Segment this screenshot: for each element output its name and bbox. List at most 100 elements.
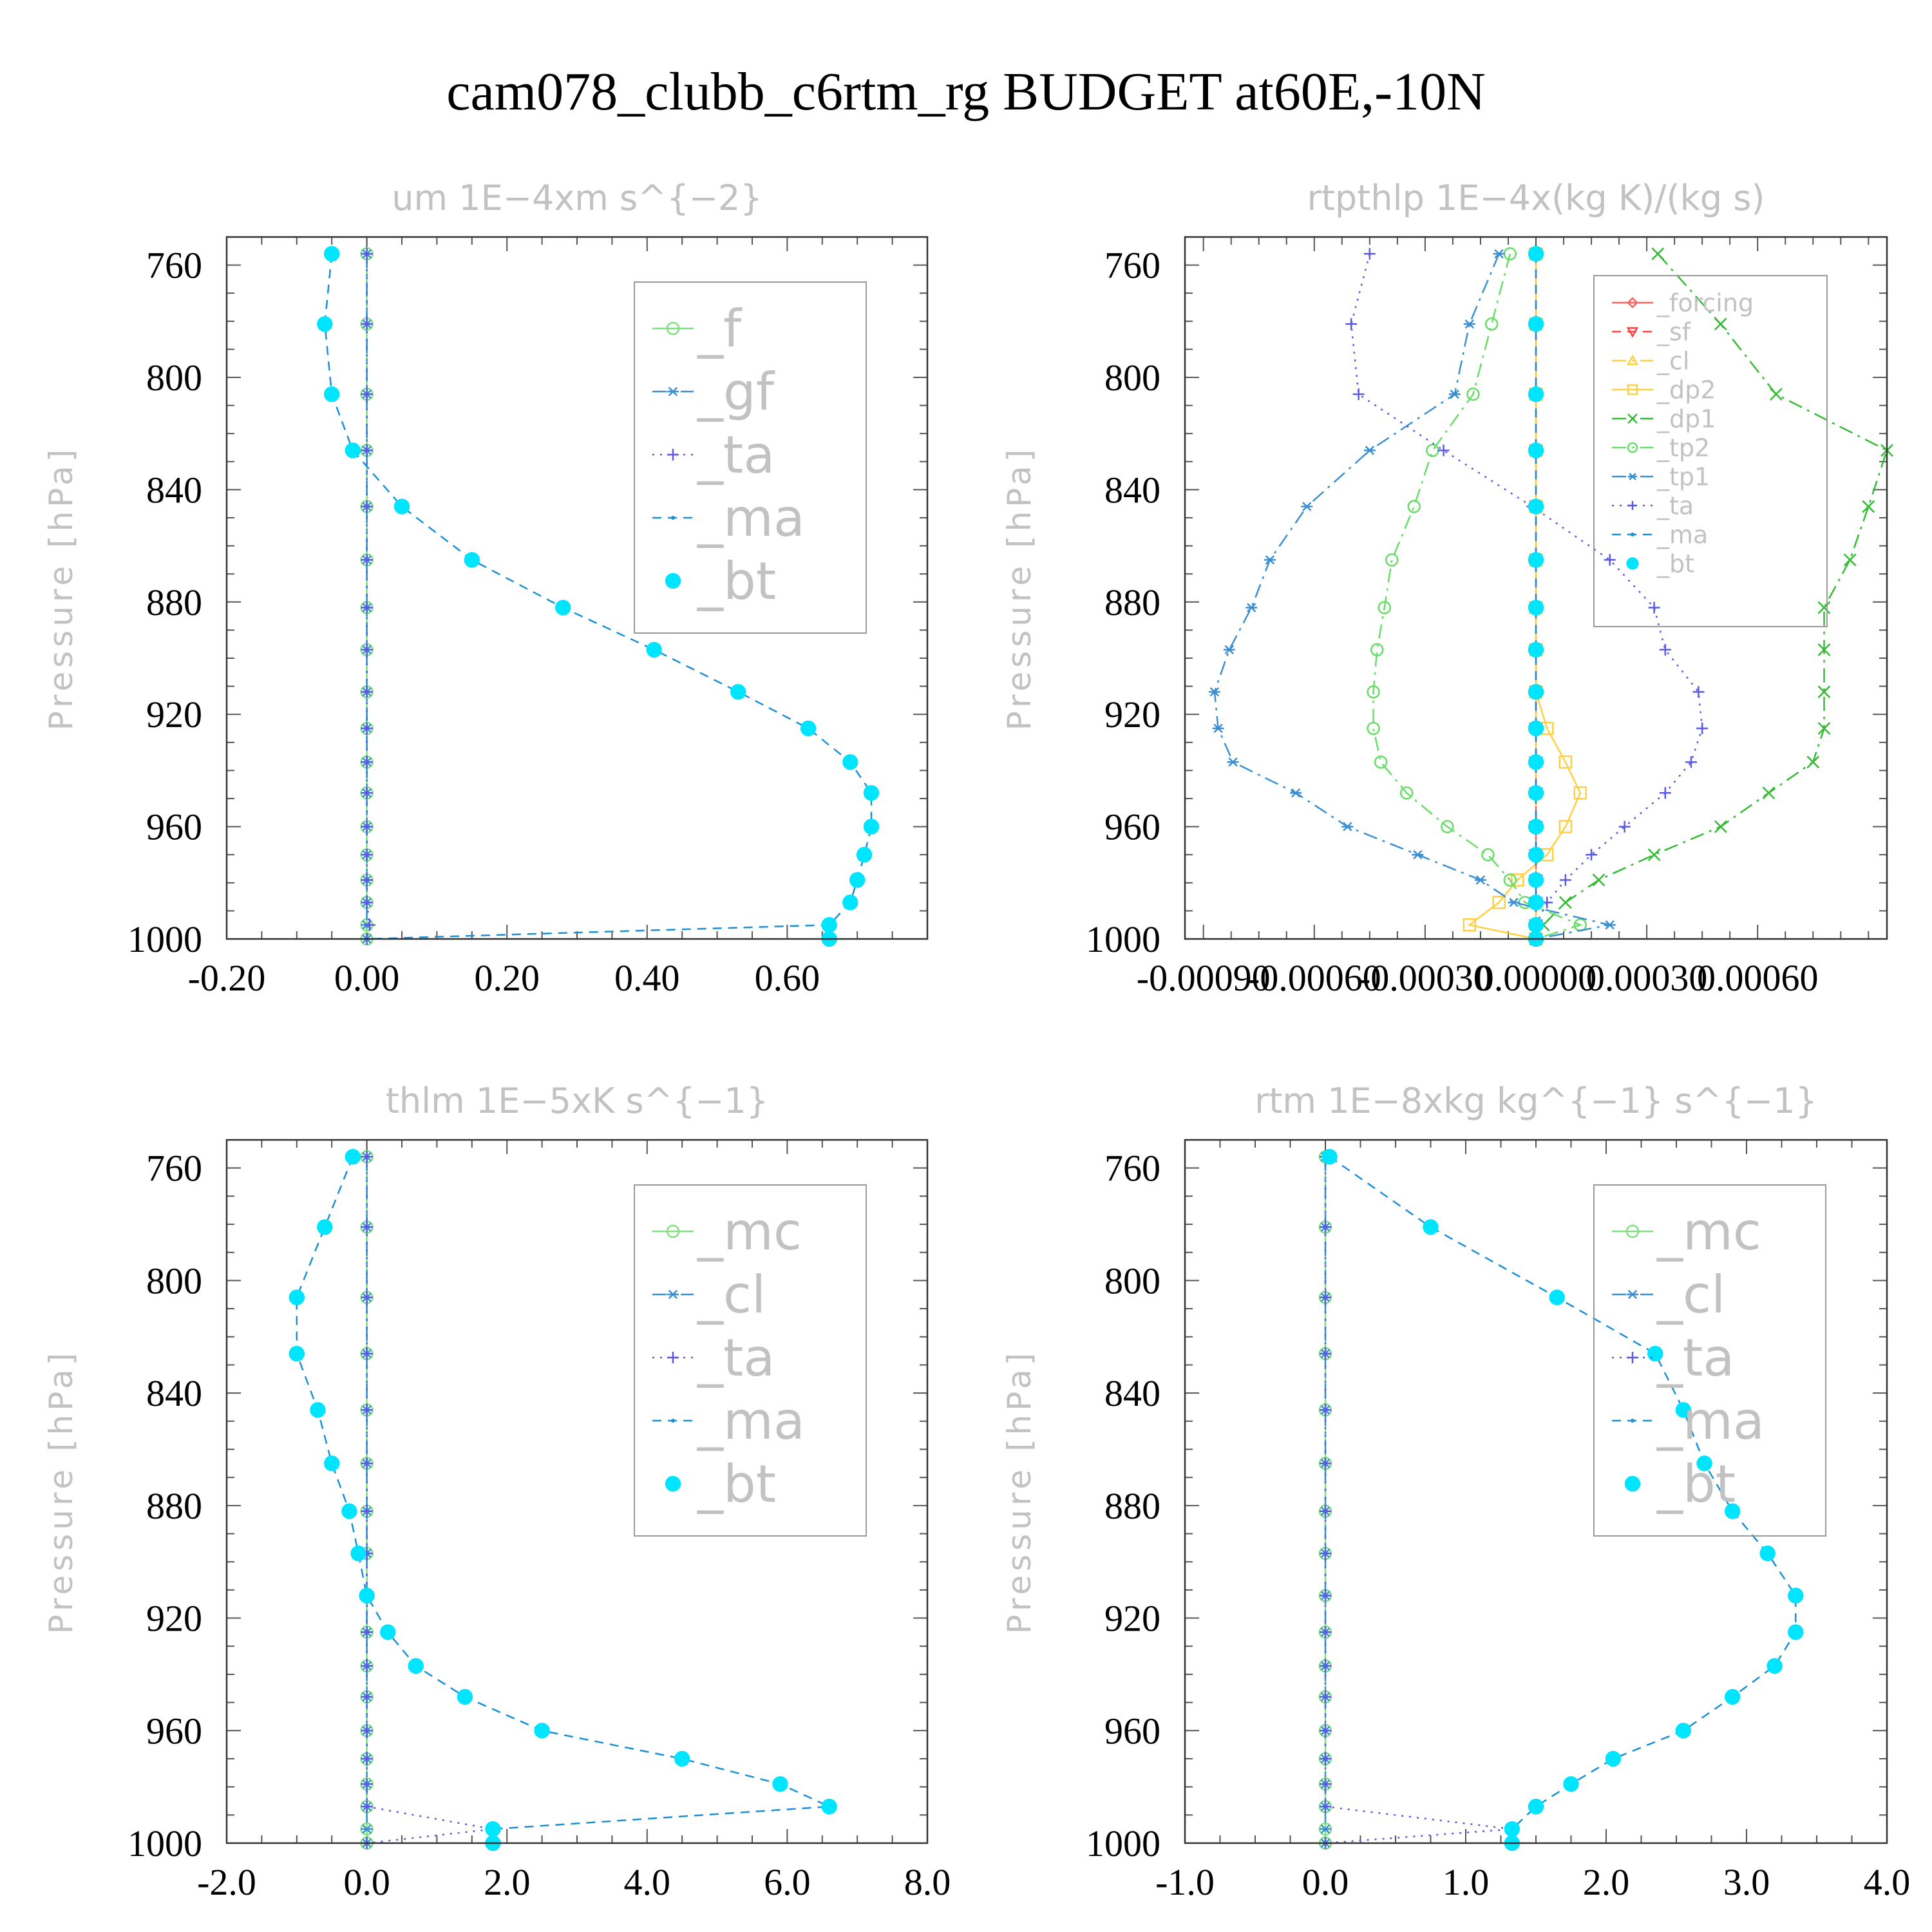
data-point — [1264, 555, 1276, 565]
data-point — [310, 1402, 326, 1418]
data-point — [361, 1725, 373, 1737]
data-point — [361, 318, 373, 330]
data-point — [457, 1689, 473, 1705]
data-point — [1605, 1750, 1622, 1767]
legend-label: _ma — [697, 488, 805, 548]
data-point — [1412, 850, 1424, 860]
data-point — [1367, 721, 1380, 735]
x-tick-label: 3.0 — [1723, 1861, 1770, 1903]
data-point — [1320, 1548, 1331, 1560]
y-tick-label: 920 — [146, 694, 202, 735]
panel-title: rtpthlp 1E−4x(kg K)/(kg s) — [1307, 178, 1765, 218]
data-point — [1725, 1689, 1741, 1705]
data-point — [821, 1799, 837, 1815]
data-point — [1481, 848, 1495, 862]
data-point — [674, 1750, 690, 1767]
legend-marker — [666, 321, 680, 336]
legend-label: _forcing — [1656, 289, 1754, 317]
data-point — [1320, 1824, 1331, 1834]
legend-box — [634, 281, 867, 634]
y-tick-label: 800 — [1104, 1260, 1160, 1302]
legend-label: _bt — [697, 1454, 776, 1514]
legend-marker — [671, 516, 675, 520]
legend-box — [1593, 1184, 1826, 1537]
data-point — [1528, 600, 1544, 616]
data-point — [361, 554, 373, 566]
data-point — [1604, 554, 1616, 566]
plot-frame — [225, 236, 929, 940]
data-point — [1558, 820, 1573, 833]
data-point — [1647, 848, 1661, 862]
figure-title: cam078_clubb_c6rtm_rg BUDGET at60E,-10N — [446, 62, 1486, 122]
series-line — [324, 254, 873, 940]
legend-marker — [1627, 442, 1638, 453]
y-tick-label: 960 — [1104, 1710, 1160, 1752]
legend: _mc_cl_ta_ma_bt — [1593, 1184, 1826, 1537]
series-bt — [317, 245, 880, 947]
y-tick-label: 920 — [146, 1598, 202, 1640]
legend-marker — [665, 573, 681, 589]
data-point — [849, 872, 866, 888]
data-point — [772, 1776, 788, 1792]
data-point — [1508, 898, 1520, 907]
y-tick-label: 920 — [1104, 694, 1160, 735]
data-point — [464, 552, 480, 568]
legend-marker — [1627, 413, 1638, 424]
y-tick-label: 800 — [146, 1260, 202, 1302]
data-point — [1441, 820, 1454, 833]
data-point — [1367, 685, 1380, 699]
data-point — [363, 919, 375, 931]
data-point — [1528, 785, 1544, 801]
data-point — [1549, 1289, 1565, 1305]
data-point — [1227, 757, 1239, 767]
y-tick-label: 1000 — [128, 918, 202, 960]
data-point — [1290, 788, 1302, 798]
series-bt — [289, 1149, 837, 1852]
y-tick-label: 760 — [146, 245, 202, 287]
y-axis-label: Pressure [hPa] — [1001, 1349, 1038, 1634]
data-point — [1563, 1776, 1579, 1792]
legend-label: _cl — [1656, 346, 1689, 375]
data-point — [1320, 1690, 1331, 1703]
data-point — [1685, 756, 1697, 768]
data-point — [821, 917, 837, 933]
legend-marker — [1631, 1419, 1634, 1423]
data-point — [1696, 1455, 1712, 1472]
legend-marker — [665, 1475, 681, 1492]
x-tick-label: 0.00060 — [1697, 957, 1819, 999]
data-point — [1321, 1149, 1338, 1165]
data-point — [1466, 387, 1480, 401]
legend-label: _tp2 — [1656, 433, 1710, 462]
legend-label: _ta — [697, 425, 775, 485]
legend-label: _bt — [1656, 1454, 1736, 1514]
data-point — [361, 643, 373, 656]
x-tick-label: -0.00030 — [1358, 957, 1492, 999]
data-point — [317, 1219, 333, 1235]
data-point — [361, 1660, 373, 1672]
legend-label: _f — [697, 299, 743, 359]
data-point — [1714, 317, 1727, 331]
data-point — [361, 1221, 373, 1233]
data-point — [361, 1404, 373, 1416]
x-tick-label: -2.0 — [197, 1861, 256, 1903]
x-tick-label: 2.0 — [1583, 1861, 1630, 1903]
data-point — [361, 1505, 373, 1517]
data-point — [361, 500, 373, 513]
data-point — [361, 248, 373, 260]
data-point — [1301, 502, 1313, 511]
data-point — [345, 1149, 361, 1165]
legend-label: _bt — [1656, 549, 1694, 578]
x-tick-label: 4.0 — [624, 1861, 671, 1903]
legend-marker — [1631, 533, 1634, 536]
data-point — [1604, 920, 1616, 930]
legend-label: _bt — [697, 551, 776, 611]
series-ta — [361, 248, 375, 945]
data-point — [1762, 786, 1776, 800]
legend: _mc_cl_ta_ma_bt — [634, 1184, 867, 1537]
data-point — [534, 1723, 550, 1739]
x-tick-label: 0.00030 — [1586, 957, 1708, 999]
series-line — [296, 1156, 830, 1843]
data-point — [1212, 723, 1224, 734]
data-point — [1320, 1660, 1331, 1672]
legend-marker — [1626, 354, 1639, 365]
